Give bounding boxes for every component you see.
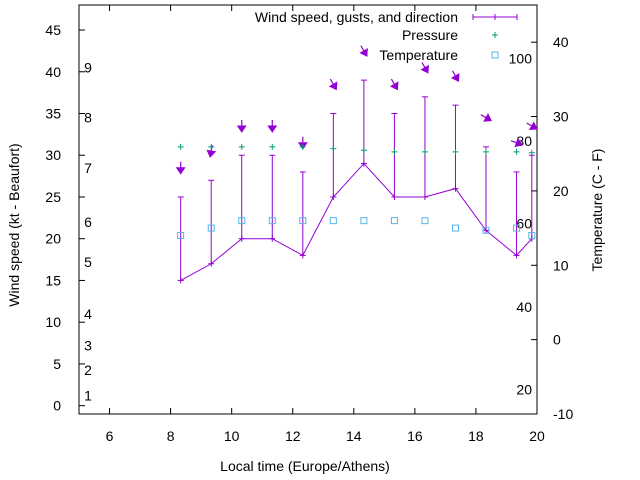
y2-tick-label: 30 <box>553 109 569 125</box>
y-axis-label: Wind speed (kt - Beaufort) <box>6 143 22 306</box>
temperature-point <box>421 217 429 225</box>
beaufort-label: 4 <box>84 306 92 322</box>
y2-axis-label: Temperature (C - F) <box>589 149 605 272</box>
y-tick-label: 15 <box>45 272 61 288</box>
temperature-point <box>207 224 215 232</box>
wind-arrow-head <box>359 48 368 57</box>
pressure-point <box>177 143 184 150</box>
pressure-point <box>360 147 367 154</box>
wind-arrow-head <box>206 149 217 158</box>
fahrenheit-label: 20 <box>516 381 532 397</box>
temperature-point <box>482 226 490 234</box>
pressure-point <box>299 143 306 150</box>
x-axis-label: Local time (Europe/Athens) <box>220 458 390 474</box>
x-tick-label: 6 <box>106 428 114 444</box>
x-tick-label: 10 <box>224 428 240 444</box>
temperature-point <box>299 217 307 225</box>
x-tick-label: 16 <box>407 428 423 444</box>
pressure-point <box>391 148 398 155</box>
y-tick-label: 25 <box>45 189 61 205</box>
pressure-point <box>208 143 215 150</box>
fahrenheit-label: 40 <box>516 299 532 315</box>
wind-speed-line <box>180 162 533 281</box>
y2-tick-label: 20 <box>553 183 569 199</box>
wind-arrow-head <box>528 121 538 131</box>
temperature-point <box>390 217 398 225</box>
pressure-point <box>421 148 428 155</box>
legend-label-pressure: Pressure <box>402 27 458 43</box>
y2-tick-label: 40 <box>553 34 569 50</box>
fahrenheit-label: 100 <box>509 51 533 67</box>
pressure-point <box>513 148 520 155</box>
beaufort-label: 8 <box>84 110 92 126</box>
x-tick-label: 12 <box>285 428 301 444</box>
beaufort-label: 5 <box>84 254 92 270</box>
wind-arrow-head <box>514 137 524 148</box>
fahrenheit-label: 60 <box>516 216 532 232</box>
legend-marker-pressure <box>492 32 498 38</box>
pressure-point <box>528 149 535 156</box>
legend-label-temperature: Temperature <box>379 47 458 63</box>
legend-label-wind: Wind speed, gusts, and direction <box>255 9 458 25</box>
y-tick-label: 40 <box>45 64 61 80</box>
legend-marker-temperature <box>491 51 499 59</box>
x-tick-label: 20 <box>529 428 545 444</box>
wind-arrow-head <box>175 167 186 175</box>
y-tick-label: 30 <box>45 147 61 163</box>
temperature-point <box>268 217 276 225</box>
plot-border <box>78 4 538 415</box>
beaufort-label: 1 <box>84 388 92 404</box>
wind-arrow-head <box>267 125 278 133</box>
temperature-point <box>513 224 521 232</box>
y-tick-label: 5 <box>53 356 61 372</box>
temperature-point <box>177 232 185 240</box>
temperature-point <box>451 224 459 232</box>
temperature-point <box>528 232 536 240</box>
pressure-point <box>238 143 245 150</box>
wind-arrow-head <box>483 113 492 122</box>
beaufort-label: 9 <box>84 60 92 76</box>
temperature-point <box>238 217 246 225</box>
y-tick-label: 20 <box>45 231 61 247</box>
pressure-point <box>452 148 459 155</box>
wind-arrow-head <box>450 73 460 82</box>
temperature-point <box>360 217 368 225</box>
beaufort-label: 2 <box>84 362 92 378</box>
y2-tick-label: 0 <box>553 332 561 348</box>
wind-arrow-head <box>389 81 399 91</box>
beaufort-label: 6 <box>84 214 92 230</box>
wind-arrow-head <box>420 64 429 74</box>
wind-arrow-head <box>236 125 247 133</box>
beaufort-label: 3 <box>84 338 92 354</box>
x-tick-label: 14 <box>346 428 362 444</box>
wind-arrow-head <box>328 81 338 91</box>
pressure-point <box>330 145 337 152</box>
pressure-point <box>269 143 276 150</box>
y-tick-label: 45 <box>45 22 61 38</box>
beaufort-label: 7 <box>84 160 92 176</box>
temperature-point <box>329 217 337 225</box>
y-tick-label: 35 <box>45 106 61 122</box>
pressure-point <box>483 148 490 155</box>
y2-tick-label: 10 <box>553 257 569 273</box>
x-tick-label: 8 <box>167 428 175 444</box>
x-tick-label: 18 <box>468 428 484 444</box>
y-tick-label: 10 <box>45 314 61 330</box>
y-tick-label: 0 <box>53 398 61 414</box>
y2-tick-label: -10 <box>553 406 573 422</box>
